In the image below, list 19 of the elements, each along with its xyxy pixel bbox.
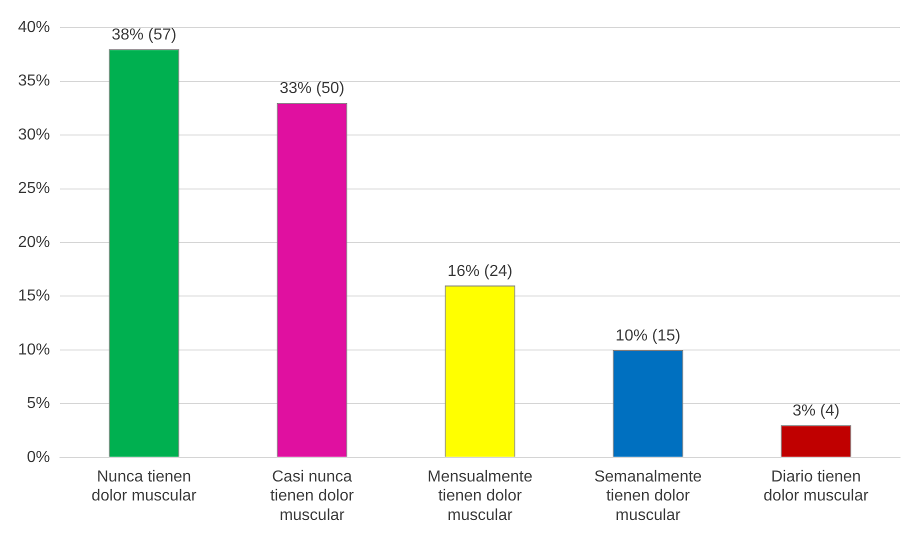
- data-label: 33% (50): [280, 80, 344, 98]
- y-tick-label: 25%: [18, 180, 50, 198]
- x-tick-label: Mensualmente tienen dolor muscular: [428, 468, 533, 524]
- y-tick-label: 40%: [18, 19, 50, 36]
- data-label: 3% (4): [792, 402, 840, 420]
- data-label: 10% (15): [616, 327, 680, 344]
- data-label: 16% (24): [448, 262, 512, 280]
- y-tick-label: 10%: [18, 341, 50, 358]
- y-tick-label: 0%: [26, 448, 50, 466]
- y-tick-label: 20%: [18, 234, 50, 251]
- x-tick-label: Diario tienen dolor muscular: [764, 468, 870, 505]
- y-tick-label: 5%: [26, 395, 50, 412]
- x-tick-label: Casi nunca tienen dolor muscular: [270, 468, 354, 524]
- y-tick-label: 15%: [18, 288, 50, 305]
- x-tick-label: Nunca tienen dolor muscular: [92, 468, 198, 505]
- y-tick-label: 35%: [18, 72, 50, 90]
- y-tick-label: 30%: [18, 126, 50, 144]
- data-label: 38% (57): [112, 26, 176, 44]
- x-tick-label: Semanalmente tienen dolor muscular: [594, 468, 702, 524]
